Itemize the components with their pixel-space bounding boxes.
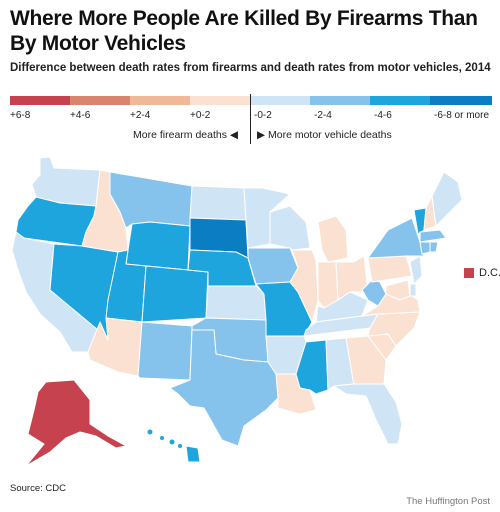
state-ga [345,335,387,387]
dc-swatch [464,268,474,278]
state-md [385,279,411,301]
vehicle-direction-label: ▶ More motor vehicle deaths [257,129,392,141]
legend-label-4: -0-2 [254,110,272,121]
state-mi [317,215,349,263]
state-nm [137,321,193,381]
state-fl [333,383,403,445]
us-state-map [11,156,463,467]
state-ct [419,241,431,255]
credit-label: The Huffington Post [406,496,490,507]
legend-swatch-7 [430,96,492,105]
state-de [409,283,417,297]
state-ma [419,229,447,243]
state-pa [367,255,413,283]
legend-swatch-3 [190,96,250,105]
state-il [289,249,319,323]
map-subtitle: Difference between death rates from fire… [10,62,491,74]
state-co [141,265,209,323]
state-wy [125,221,191,271]
legend-swatch-5 [310,96,370,105]
legend-swatch-1 [70,96,130,105]
map-title: Where More People Are Killed By Firearms… [10,7,478,55]
legend: +6-8 +4-6 +2-4 +0-2 -0-2 -2-4 -4-6 -6-8 … [10,96,496,122]
legend-label-1: +4-6 [70,110,91,121]
legend-label-6: -4-6 [374,110,392,121]
legend-swatch-6 [370,96,430,105]
state-nd [189,185,247,221]
state-ri [429,241,439,253]
state-ks [205,285,267,321]
firearm-direction-label: More firearm deaths ◀ [133,129,238,141]
legend-label-5: -2-4 [314,110,332,121]
legend-label-3: +0-2 [190,110,211,121]
state-hi [146,428,201,463]
legend-divider [250,94,251,144]
source-label: Source: CDC [10,483,66,494]
firearm-direction-text: More firearm deaths [133,129,227,141]
state-ak [25,379,127,467]
vehicle-direction-text: More motor vehicle deaths [268,129,392,141]
state-ia [247,247,299,285]
state-wi [269,205,311,251]
dc-label: D.C. [479,267,500,279]
state-in [317,261,339,309]
state-nj [409,255,423,285]
legend-swatch-2 [130,96,190,105]
state-me [431,171,463,227]
state-az [87,317,143,377]
state-tx [169,329,279,447]
state-ny [367,217,425,259]
legend-swatch-0 [10,96,70,105]
legend-label-0: +6-8 [10,110,31,121]
legend-swatch-4 [250,96,310,105]
legend-label-2: +2-4 [130,110,151,121]
legend-label-7: -6-8 or more [434,110,490,121]
